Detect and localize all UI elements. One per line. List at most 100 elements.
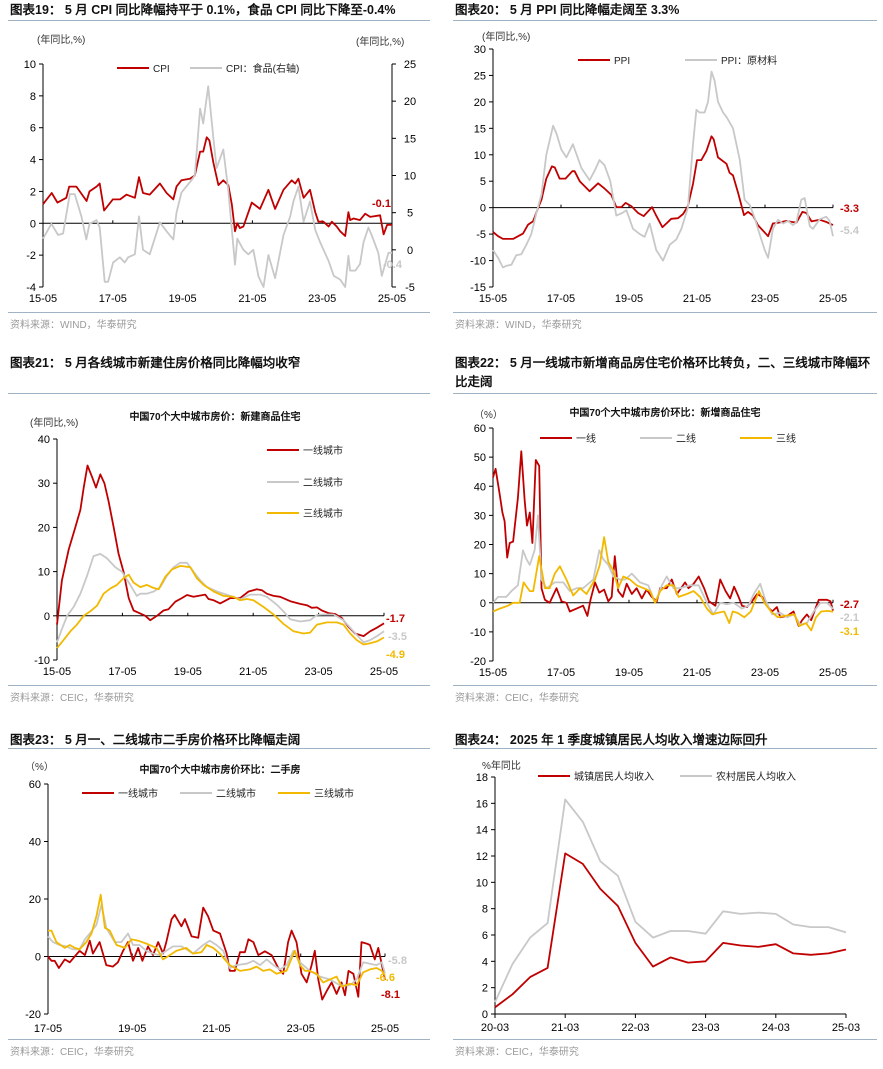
chart20-end-value-label: -5.4 (840, 225, 860, 237)
chart22-series-line-3 (492, 536, 834, 632)
chart24-y-tick-label: 14 (476, 825, 488, 837)
chart19-y-tick-label: 0 (30, 218, 36, 230)
chart22-x-tick-label: 25-05 (819, 667, 847, 679)
chart19-y-tick-label: 2 (30, 186, 36, 198)
chart22-series-line-1 (492, 450, 834, 627)
chart19-legend-label: CPI (153, 64, 170, 75)
chart23-end-value-label: -6.6 (376, 972, 395, 984)
chart23-legend-label: 一线城市 (118, 787, 158, 800)
chart19-y2-tick-label: 10 (404, 171, 416, 183)
chart20-y-tick-label: -15 (470, 282, 486, 294)
chart20-x-tick-label: 19-05 (615, 293, 643, 305)
chart20-title: 图表20： 5 月 PPI 同比降幅走阔至 3.3% (455, 3, 680, 17)
chart24-series-line-2 (494, 798, 847, 1003)
chart22-x-tick-label: 17-05 (547, 667, 575, 679)
chart23-x-tick-label: 25-05 (371, 1023, 399, 1035)
chart23-y-tick-label: 60 (29, 779, 41, 791)
chart19-title: 图表19： 5 月 CPI 同比降幅持平于 0.1%，食品 CPI 同比下降至-… (10, 3, 396, 17)
chart24-y-tick-label: 4 (482, 956, 488, 968)
chart22-x-tick-label: 15-05 (479, 667, 507, 679)
chart22-title: 图表22： 5 月一线城市新增商品房住宅价格环比转负，二、三线城市降幅环比走阔 (455, 356, 871, 389)
chart19-legend-label: CPI：食品(右轴) (226, 62, 299, 75)
chart23-series-line-1 (47, 906, 386, 1001)
chart23-legend-label: 三线城市 (314, 787, 354, 800)
chart19-series-line-2 (42, 85, 392, 288)
chart23-series-line-3 (48, 893, 386, 988)
chart20-x-tick-label: 15-05 (479, 293, 507, 305)
chart20-y-tick-label: 30 (474, 44, 486, 56)
chart20-series-line-1 (492, 135, 834, 240)
chart23-source: 资料来源：CEIC，华泰研究 (10, 1047, 134, 1058)
chart22-x-tick-label: 23-05 (751, 667, 779, 679)
chart22-legend-label: 一线 (576, 432, 596, 445)
chart20-legend-label: PPI (614, 56, 630, 67)
chart20-y-tick-label: 25 (474, 70, 486, 82)
chart22-y-axis-title: （%） (474, 409, 503, 421)
chart19-x-tick-label: 21-05 (238, 293, 266, 305)
chart19-end-value-label: -0.4 (383, 259, 403, 271)
chart21-series-line-2 (56, 553, 385, 644)
chart21-y-tick-label: -10 (34, 655, 50, 667)
chart23-y-tick-label: 40 (29, 837, 41, 849)
chart21-y-tick-label: 30 (38, 478, 50, 490)
chart22-series-line-2 (492, 514, 834, 626)
chart21-y-tick-label: 40 (38, 434, 50, 446)
chart19-series-line-1 (42, 136, 392, 237)
chart24-y-tick-label: 12 (476, 851, 488, 863)
chart24-x-tick-label: 20-03 (481, 1022, 509, 1034)
chart21-series-line-1 (56, 464, 385, 637)
chart22-end-value-label: -3.1 (840, 626, 859, 638)
chart19-x-tick-label: 23-05 (308, 293, 336, 305)
chart24-source: 资料来源：CEIC，华泰研究 (455, 1047, 579, 1058)
chart24-x-tick-label: 23-03 (692, 1022, 720, 1034)
chart23-end-value-label: -5.8 (388, 955, 407, 967)
chart22-title-rule (453, 393, 877, 394)
chart24-x-tick-label: 24-03 (762, 1022, 790, 1034)
chart20-legend-label: PPI：原材料 (721, 54, 777, 67)
chart24-x-tick-label: 21-03 (551, 1022, 579, 1034)
chart22-inner-title: 中国70个大中城市房价环比：新增商品住宅 (569, 406, 760, 419)
chart19-y-tick-label: 4 (30, 155, 36, 167)
chart21-x-tick-label: 23-05 (305, 666, 333, 678)
chart24-y-tick-label: 6 (482, 930, 488, 942)
chart21-x-tick-label: 25-05 (370, 666, 398, 678)
chart23-title-rule (8, 748, 430, 749)
chart21-series-line-3 (56, 565, 385, 649)
chart21-legend-label: 三线城市 (303, 507, 343, 520)
chart22-y-tick-label: 30 (474, 510, 486, 522)
chart20-title-rule (453, 20, 877, 21)
chart21-y-tick-label: 0 (44, 611, 50, 623)
chart24-x-tick-label: 25-03 (832, 1022, 860, 1034)
chart22-legend-label: 三线 (776, 432, 796, 445)
chart19-title-rule (8, 20, 430, 21)
chart20-y-tick-label: 0 (480, 203, 486, 215)
chart20-y-tick-label: -5 (476, 229, 486, 241)
chart24-y-tick-label: 8 (482, 904, 488, 916)
chart19-y-axis-title: (年同比,%) (37, 33, 85, 46)
chart19-x-tick-label: 15-05 (29, 293, 57, 305)
chart22-x-tick-label: 21-05 (683, 667, 711, 679)
chart22-y-tick-label: 10 (474, 569, 486, 581)
chart23-x-tick-label: 21-05 (202, 1023, 230, 1035)
chart23-title: 图表23： 5 月一、二线城市二手房价格环比降幅走阔 (10, 733, 301, 747)
chart20-y-tick-label: 15 (474, 123, 486, 135)
chart21-x-tick-label: 17-05 (108, 666, 136, 678)
chart24-bottom-rule (453, 1039, 877, 1040)
chart23-legend-label: 二线城市 (216, 787, 256, 800)
chart19-x-tick-label: 25-05 (378, 293, 406, 305)
chart24-series-line-1 (494, 852, 847, 1009)
chart19-x-tick-label: 19-05 (169, 293, 197, 305)
chart21-end-value-label: -1.7 (386, 613, 405, 625)
chart22-y-tick-label: -10 (470, 627, 486, 639)
chart24-title: 图表24： 2025 年 1 季度城镇居民人均收入增速边际回升 (455, 733, 768, 747)
chart24-x-tick-label: 22-03 (621, 1022, 649, 1034)
chart21-end-value-label: -3.5 (388, 631, 407, 643)
chart21-bottom-rule (8, 685, 430, 686)
chart20-y-tick-label: 10 (474, 150, 486, 162)
chart22-end-value-label: -2.1 (840, 612, 859, 624)
chart21-title-rule (8, 393, 430, 394)
chart19-y2-tick-label: 0 (407, 245, 413, 257)
chart22-source: 资料来源：CEIC，华泰研究 (455, 693, 579, 704)
chart20-bottom-rule (453, 312, 877, 313)
chart19-y-tick-label: -4 (26, 282, 36, 294)
